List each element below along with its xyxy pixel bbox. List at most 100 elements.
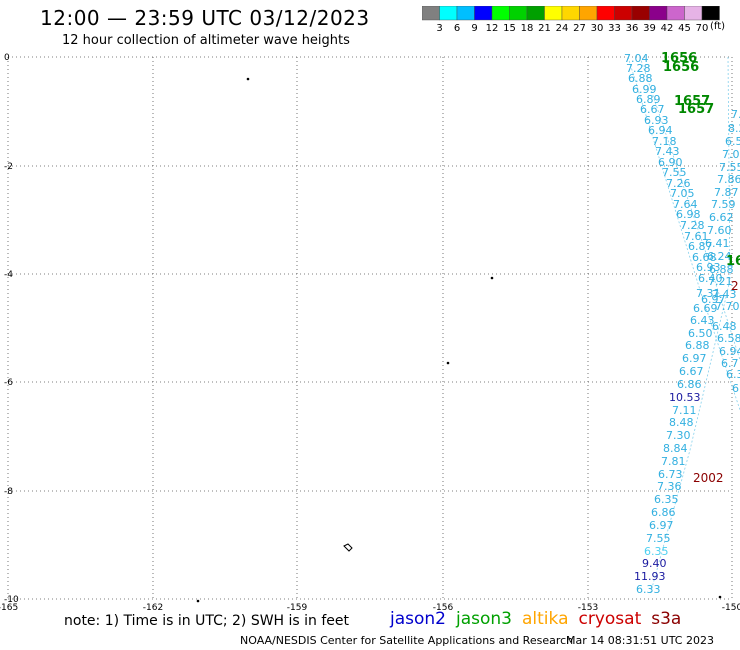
track-labels: 7.047.286.886.996.896.676.936.947.187.43… — [624, 51, 740, 596]
colorbar-tick-label: 70 — [696, 23, 709, 34]
wave-height-label: 6.48 — [712, 320, 737, 333]
wave-height-label: 6.87 — [688, 240, 713, 253]
colorbar-tick-label: 6 — [454, 23, 460, 34]
page-subtitle: 12 hour collection of altimeter wave hei… — [62, 33, 350, 48]
wave-height-label: 6.35 — [654, 493, 679, 506]
wave-height-label: 6.97 — [701, 293, 726, 306]
satellite-track — [639, 56, 740, 361]
pass-time-label: 1657 — [674, 94, 710, 109]
y-tick-label: -10 — [4, 595, 19, 605]
wave-height-label: 7.86 — [717, 173, 740, 186]
wave-height-label: 7.28 — [626, 62, 651, 75]
colorbar-tick-label: 9 — [471, 23, 477, 34]
wave-height-label: 8.84 — [663, 442, 688, 455]
wave-height-label: 8.48 — [669, 416, 694, 429]
pass-time-label: 2002 — [693, 471, 724, 485]
wave-height-label: 7.31 — [696, 287, 721, 300]
x-tick-label: -165 — [0, 603, 18, 610]
wave-height-label: 6.35 — [644, 545, 669, 558]
pass-time-label: 1657 — [678, 102, 714, 117]
colorbar-tick-label: 36 — [626, 23, 639, 34]
colorbar-tick-label: 18 — [521, 23, 534, 34]
map-axes: -165 -162 -159 -156 -153 -150 0 -2 -4 -6 -8 -10 — [0, 53, 740, 610]
wave-height-label: 6.99 — [632, 83, 657, 96]
island-marker — [490, 276, 494, 280]
island-marker — [446, 361, 450, 365]
wave-height-label: 6.88 — [628, 72, 653, 85]
wave-height-label: 11.93 — [634, 570, 666, 583]
island-markers — [196, 77, 722, 603]
colorbar-tick-label: 12 — [486, 23, 499, 34]
y-tick-label: -2 — [4, 162, 13, 172]
colorbar-tick-label: 42 — [661, 23, 674, 34]
wave-height-label: 7.55 — [719, 161, 740, 174]
wave-height-label: 7.30 — [666, 429, 691, 442]
wave-height-label: 6.93 — [644, 114, 669, 127]
wave-height-label: 6.67 — [640, 103, 665, 116]
wave-height-colorbar: 3 6 9 12 15 18 21 24 27 30 33 36 39 42 45 70 — [422, 6, 720, 34]
wave-height-label: 6.89 — [636, 93, 661, 106]
satellite-legend-cryosat: cryosat — [578, 609, 642, 629]
wave-height-label: 7.0 — [722, 148, 740, 161]
colorbar-tick-label: 30 — [591, 23, 604, 34]
pass-time-label: 16 — [726, 254, 740, 269]
wave-height-label: 6.94 — [648, 124, 673, 137]
footer-credit: NOAA/NESDIS Center for Satellite Applica… — [240, 634, 574, 647]
wave-height-label: 6.97 — [649, 519, 674, 532]
wave-height-label: 7.64 — [673, 198, 698, 211]
wave-height-label: 6.67 — [679, 365, 704, 378]
wave-height-label: 6.58 — [717, 332, 740, 345]
page-title: 12:00 — 23:59 UTC 03/12/2023 — [40, 6, 370, 30]
colorbar-swatch — [701, 6, 720, 21]
wave-height-label: 7.61 — [684, 230, 709, 243]
y-tick-label: -8 — [4, 487, 13, 497]
wave-height-label: 7.21 — [708, 275, 733, 288]
wave-height-label: 7.05 — [670, 187, 695, 200]
x-tick-label: -159 — [287, 603, 308, 610]
y-tick-label: 0 — [4, 53, 10, 63]
wave-height-label: 6.94 — [719, 345, 740, 358]
wave-height-label: 7.18 — [652, 135, 677, 148]
wave-height-label: 7.59 — [711, 198, 736, 211]
wave-height-label: 7.43 — [655, 145, 680, 158]
satellite-legend-jason3: jason3 — [456, 609, 512, 629]
x-tick-label: -153 — [578, 603, 598, 610]
wave-height-label: 6.73 — [658, 468, 683, 481]
wave-height-label: 7.04 — [624, 52, 649, 65]
wave-height-label: 6.88 — [709, 263, 734, 276]
wave-height-label: 6.98 — [676, 208, 701, 221]
wave-height-label: 6.7 — [721, 357, 739, 370]
units-note: note: 1) Time is in UTC; 2) SWH is in fe… — [64, 613, 350, 629]
altimeter-map: -165 -162 -159 -156 -153 -150 0 -2 -4 -6 -8 -10 7.0… — [0, 51, 740, 610]
wave-height-label: 7.26 — [666, 177, 691, 190]
wave-height-label: 6.93 — [696, 261, 721, 274]
satellite-track — [649, 56, 731, 596]
colorbar-tick-label: 27 — [573, 23, 586, 34]
colorbar-tick-label: 45 — [678, 23, 691, 34]
wave-height-label: 6.3 — [726, 368, 740, 381]
wave-height-label: 6.33 — [636, 583, 661, 596]
wave-height-label: 6.5 — [725, 135, 740, 148]
satellite-legend-altika: altika — [522, 609, 569, 629]
wave-height-label: 7.87 — [714, 186, 739, 199]
island-marker — [246, 77, 250, 81]
island-marker — [718, 595, 722, 599]
wave-height-label: 7.81 — [661, 455, 686, 468]
wave-height-label: 7.60 — [707, 224, 732, 237]
wave-height-label: 9.40 — [642, 557, 667, 570]
wave-height-label: 6.24 — [707, 250, 732, 263]
wave-height-label: 7.36 — [657, 480, 682, 493]
wave-height-label: 7.43 — [712, 288, 737, 301]
wave-height-label: 7.11 — [672, 404, 697, 417]
wave-height-label: 7.3 — [731, 108, 740, 121]
x-tick-label: -162 — [143, 603, 163, 610]
wave-height-label: 6.86 — [677, 378, 702, 391]
wave-height-label: 7.28 — [680, 219, 705, 232]
wave-height-label: 6.62 — [709, 211, 734, 224]
wave-height-label: 6.69 — [693, 302, 718, 315]
wave-height-label: 6.90 — [658, 156, 683, 169]
y-tick-label: -6 — [4, 378, 13, 388]
wave-height-label: 6.41 — [705, 237, 730, 250]
colorbar-unit: (ft) — [710, 21, 726, 32]
pass-time-label: 2 — [731, 279, 739, 293]
